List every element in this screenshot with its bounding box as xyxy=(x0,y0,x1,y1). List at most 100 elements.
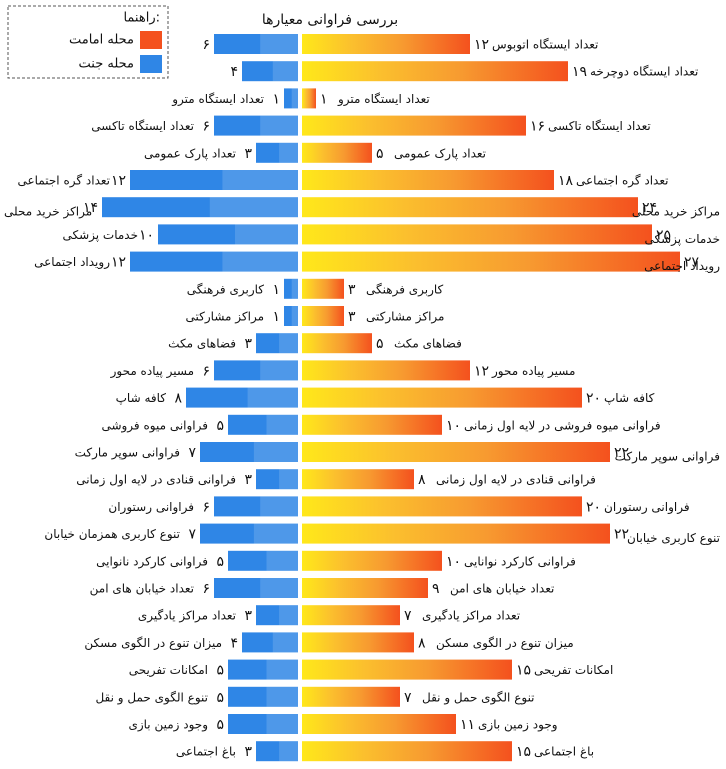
value-label: ۲۰ xyxy=(586,499,601,515)
value-label: ۳ xyxy=(244,608,252,624)
bar-label: مسیر پیاده محور xyxy=(491,364,575,379)
value-label: ۱۶ xyxy=(530,119,545,135)
bar xyxy=(228,659,298,680)
bar xyxy=(228,550,298,571)
bar xyxy=(256,469,298,490)
bar-label: رویداد اجتماعی xyxy=(34,255,110,270)
value-label: ۵ xyxy=(216,690,224,706)
bar-highlight xyxy=(279,741,298,762)
value-label: ۳ xyxy=(244,744,252,760)
value-label: ۶ xyxy=(202,499,210,515)
bar xyxy=(302,550,442,571)
bar-label: کافه شاپ xyxy=(116,391,167,405)
bar xyxy=(302,659,512,680)
chart-title: بررسی فراوانی معیارها xyxy=(262,12,398,28)
bar-highlight xyxy=(260,578,298,598)
bar xyxy=(302,523,610,544)
value-label: ۱۲ xyxy=(474,363,489,379)
bar-highlight xyxy=(279,605,298,626)
bar-label: تعداد پارک عمومی xyxy=(144,146,236,161)
bar-highlight xyxy=(266,686,298,707)
value-label: ۱۴ xyxy=(83,200,98,216)
bar xyxy=(302,741,512,762)
bar-highlight xyxy=(266,714,298,734)
bar-label: کاربری فرهنگی xyxy=(366,282,444,297)
bar xyxy=(302,61,568,82)
value-label: ۲۵ xyxy=(656,227,671,243)
bar xyxy=(302,605,400,626)
bar xyxy=(214,115,298,136)
bar-label: میزان تنوع در الگوی مسکن xyxy=(436,636,574,651)
bar-label: فراوانی رستوران xyxy=(604,500,690,515)
bar xyxy=(302,197,638,218)
bar-label: فراوانی کارکرد نوانایی xyxy=(464,554,576,569)
value-label: ۵ xyxy=(216,717,224,733)
bar-label: تعداد خیابان های امن xyxy=(90,582,194,597)
value-label: ۱۲ xyxy=(111,173,126,189)
bar xyxy=(302,387,582,408)
bar-highlight xyxy=(279,142,298,163)
value-label: ۷ xyxy=(404,608,412,624)
value-label: ۶ xyxy=(202,581,210,597)
value-label: ۲۷ xyxy=(684,255,700,271)
bar xyxy=(302,170,554,190)
bar xyxy=(256,333,298,354)
bar xyxy=(228,686,298,707)
bar-highlight xyxy=(253,442,298,462)
legend-label: محله امامت xyxy=(69,33,134,48)
value-label: ۴ xyxy=(230,635,238,651)
value-label: ۵ xyxy=(216,554,224,570)
bar-label: فراوانی میوه فروشی در لایه اول زمانی xyxy=(464,418,661,433)
value-label: ۱۱ xyxy=(460,717,475,733)
bar xyxy=(302,115,526,136)
bar xyxy=(214,496,298,517)
bar xyxy=(242,61,298,82)
value-label: ۳ xyxy=(244,472,252,488)
bar xyxy=(256,741,298,762)
bar xyxy=(284,88,298,109)
bar xyxy=(186,387,298,408)
value-label: ۱۸ xyxy=(558,173,574,189)
bar xyxy=(256,605,298,626)
value-label: ۷ xyxy=(188,527,196,543)
value-label: ۱ xyxy=(272,309,280,325)
bar-label: فراوانی رستوران xyxy=(108,500,194,515)
bar xyxy=(302,333,372,354)
value-label: ۱ xyxy=(272,282,280,298)
bar xyxy=(302,360,470,381)
bar-label: تنوع کاربری خیابان xyxy=(627,531,720,546)
value-label: ۱۵ xyxy=(516,744,531,760)
bar-label: تعداد مراکز یادگیری xyxy=(422,609,520,624)
bar-highlight xyxy=(266,659,298,680)
bar-label: خدمات پزشکی xyxy=(644,232,720,247)
bar-highlight xyxy=(247,387,298,408)
bar-label: امکانات تفریحی xyxy=(129,663,208,678)
bar xyxy=(302,686,400,707)
legend-title: راهنما: xyxy=(123,11,160,26)
legend-swatch xyxy=(140,31,162,49)
bar-label: کافه شاپ xyxy=(604,391,655,405)
bar xyxy=(302,224,652,245)
bar-label: تعداد خیابان های امن xyxy=(450,582,554,597)
bar-label: تعداد گره اجتماعی xyxy=(576,174,668,189)
bar-highlight xyxy=(291,88,298,109)
bar-label: فضاهای مکث xyxy=(168,337,236,351)
bar xyxy=(302,469,414,490)
value-label: ۶ xyxy=(202,37,210,53)
value-label: ۹ xyxy=(432,581,440,597)
bar xyxy=(214,34,298,54)
bar xyxy=(302,714,456,734)
bar-highlight xyxy=(272,632,298,653)
bar-label: میزان تنوع در الگوی مسکن xyxy=(84,636,222,651)
bar-label: تعداد مراکز یادگیری xyxy=(138,609,236,624)
bar xyxy=(284,278,298,299)
value-label: ۶ xyxy=(202,363,210,379)
value-label: ۱ xyxy=(272,91,280,107)
bar-label: امکانات تفریحی xyxy=(534,663,613,678)
bar-label: تعداد ایستگاه تاکسی xyxy=(548,119,651,133)
value-label: ۱ xyxy=(320,91,328,107)
bar xyxy=(302,278,344,299)
bar-label: وجود زمین بازی xyxy=(128,718,208,733)
value-label: ۳ xyxy=(244,336,252,352)
